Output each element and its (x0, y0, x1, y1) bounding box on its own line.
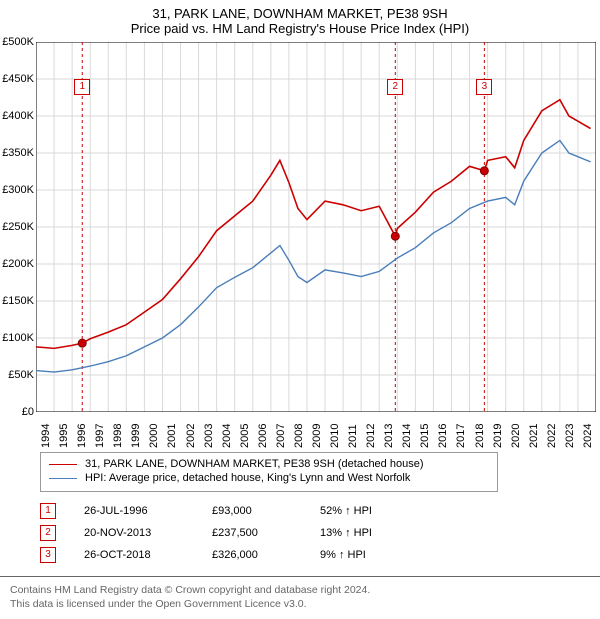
transactions-table: 1 26-JUL-1996 £93,000 52% ↑ HPI 2 20-NOV-2013… (40, 500, 600, 566)
x-tick-label: 2000 (148, 424, 160, 448)
x-tick-label: 2022 (546, 424, 558, 448)
title-subtitle: Price paid vs. HM Land Registry's House … (0, 21, 600, 36)
y-tick-label: £450K (0, 73, 34, 85)
x-tick-label: 2001 (166, 424, 178, 448)
x-tick-label: 1994 (40, 424, 52, 448)
x-tick-label: 2014 (401, 424, 413, 448)
legend: 31, PARK LANE, DOWNHAM MARKET, PE38 9SH … (40, 452, 498, 492)
transaction-delta: 52% ↑ HPI (320, 505, 420, 517)
title-block: 31, PARK LANE, DOWNHAM MARKET, PE38 9SH … (0, 0, 600, 38)
chart-marker-badge: 1 (74, 79, 90, 95)
x-tick-label: 2009 (311, 424, 323, 448)
y-tick-label: £300K (0, 184, 34, 196)
transaction-date: 20-NOV-2013 (84, 527, 184, 539)
transaction-row: 2 20-NOV-2013 £237,500 13% ↑ HPI (40, 522, 600, 544)
chart-container: 31, PARK LANE, DOWNHAM MARKET, PE38 9SH … (0, 0, 600, 619)
attribution-line1: Contains HM Land Registry data © Crown c… (10, 583, 590, 597)
attribution: Contains HM Land Registry data © Crown c… (0, 576, 600, 619)
x-tick-label: 2015 (419, 424, 431, 448)
transaction-badge: 3 (40, 547, 56, 563)
x-tick-label: 2008 (293, 424, 305, 448)
x-tick-label: 1995 (58, 424, 70, 448)
y-tick-label: £100K (0, 332, 34, 344)
x-tick-label: 2004 (221, 424, 233, 448)
y-tick-label: £150K (0, 295, 34, 307)
y-tick-label: £200K (0, 258, 34, 270)
y-tick-label: £50K (0, 369, 34, 381)
legend-label: HPI: Average price, detached house, King… (85, 472, 410, 484)
x-axis-labels: 1994199519961997199819992000200120022003… (36, 42, 596, 412)
x-tick-label: 2021 (528, 424, 540, 448)
y-tick-label: £400K (0, 110, 34, 122)
x-tick-label: 2020 (510, 424, 522, 448)
x-tick-label: 2010 (329, 424, 341, 448)
transaction-badge: 1 (40, 503, 56, 519)
x-tick-label: 2002 (185, 424, 197, 448)
transaction-delta: 13% ↑ HPI (320, 527, 420, 539)
chart-area: £0£50K£100K£150K£200K£250K£300K£350K£400… (36, 42, 596, 412)
x-tick-label: 2024 (582, 424, 594, 448)
x-tick-label: 2005 (239, 424, 251, 448)
x-tick-label: 2011 (347, 424, 359, 448)
x-tick-label: 2012 (365, 424, 377, 448)
transaction-row: 1 26-JUL-1996 £93,000 52% ↑ HPI (40, 500, 600, 522)
transaction-date: 26-OCT-2018 (84, 549, 184, 561)
x-tick-label: 1998 (112, 424, 124, 448)
transaction-delta: 9% ↑ HPI (320, 549, 420, 561)
x-tick-label: 1997 (94, 424, 106, 448)
transaction-date: 26-JUL-1996 (84, 505, 184, 517)
legend-row: HPI: Average price, detached house, King… (49, 471, 489, 485)
x-tick-label: 2016 (437, 424, 449, 448)
x-tick-label: 2018 (474, 424, 486, 448)
x-tick-label: 2023 (564, 424, 576, 448)
y-axis-labels: £0£50K£100K£150K£200K£250K£300K£350K£400… (0, 42, 34, 412)
transaction-price: £237,500 (212, 527, 292, 539)
attribution-line2: This data is licensed under the Open Gov… (10, 597, 590, 611)
transaction-row: 3 26-OCT-2018 £326,000 9% ↑ HPI (40, 544, 600, 566)
legend-row: 31, PARK LANE, DOWNHAM MARKET, PE38 9SH … (49, 457, 489, 471)
x-tick-label: 2007 (275, 424, 287, 448)
legend-swatch (49, 464, 77, 465)
y-tick-label: £250K (0, 221, 34, 233)
transaction-price: £93,000 (212, 505, 292, 517)
x-tick-label: 2003 (203, 424, 215, 448)
x-tick-label: 1999 (130, 424, 142, 448)
x-tick-label: 2013 (383, 424, 395, 448)
legend-swatch (49, 478, 77, 479)
y-tick-label: £500K (0, 36, 34, 48)
y-tick-label: £0 (0, 406, 34, 418)
legend-label: 31, PARK LANE, DOWNHAM MARKET, PE38 9SH … (85, 458, 423, 470)
chart-marker-badge: 3 (476, 79, 492, 95)
transaction-badge: 2 (40, 525, 56, 541)
chart-marker-badge: 2 (387, 79, 403, 95)
title-address: 31, PARK LANE, DOWNHAM MARKET, PE38 9SH (0, 6, 600, 21)
x-tick-label: 2019 (492, 424, 504, 448)
y-tick-label: £350K (0, 147, 34, 159)
x-tick-label: 2006 (257, 424, 269, 448)
x-tick-label: 2017 (455, 424, 467, 448)
x-tick-label: 1996 (76, 424, 88, 448)
transaction-price: £326,000 (212, 549, 292, 561)
